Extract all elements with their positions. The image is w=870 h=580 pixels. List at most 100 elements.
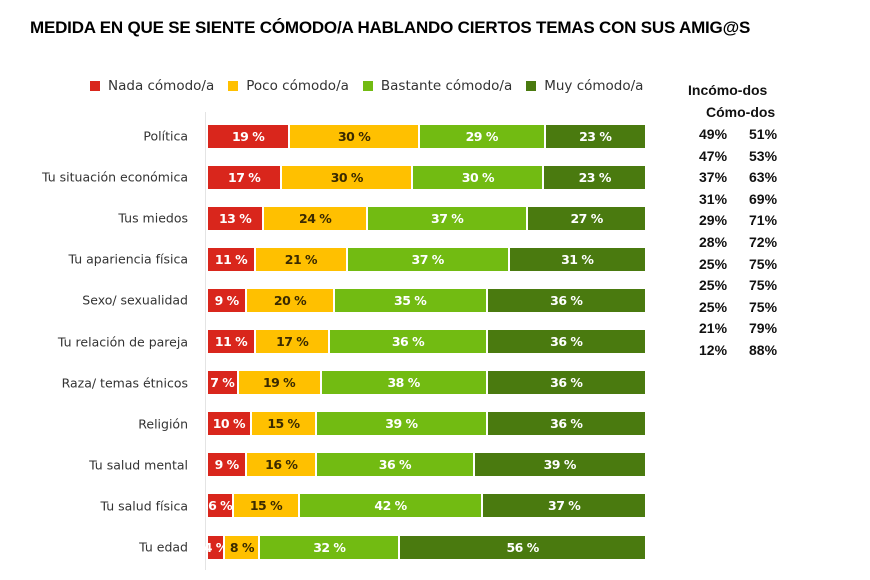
summary-comodos-value: 51% [749,126,778,142]
bar-segment-poco: 30 % [290,124,421,148]
legend: Nada cómodo/a Poco cómodo/a Bastante cóm… [90,78,657,94]
summary-row: 37% 63% [699,169,799,185]
summary-comodos-value: 75% [749,298,778,315]
summary-row: 25% 75% [699,256,799,272]
legend-swatch-poco [228,81,239,91]
bar-segment-poco: 15 % [234,494,300,518]
category-label: Tus miedos [118,210,188,226]
bar-segment-nada: 9 % [208,453,248,477]
bar-segment-poco: 8 % [225,535,261,559]
summary-incomodos-value: 47% [699,147,728,164]
summary-incomodos-value: 28% [699,234,728,250]
legend-label-poco: Poco cómodo/a [246,78,349,94]
bar-segment-muy: 27 % [528,206,645,230]
bar-row: 6 % 15 % 42 % 37 % [208,494,645,518]
summary-incomodos-value: 31% [699,190,728,207]
bar-segment-bastante: 36 % [317,453,475,477]
bar-row: 19 % 30 % 29 % 23 % [208,124,645,148]
category-label: Raza/ temas étnicos [61,375,188,391]
category-label: Tu situación económica [42,169,188,185]
summary-comodos-value: 79% [749,320,778,337]
bar-row: 11 % 17 % 36 % 36 % [208,330,645,353]
summary-row: 31% 69% [699,191,799,207]
bar-segment-bastante: 29 % [420,124,546,148]
summary-incomodos-value: 49% [699,126,728,142]
bar-segment-poco: 15 % [251,412,318,436]
bar-segment-nada: 4 % [204,535,228,559]
category-label: Tu relación de pareja [57,334,188,349]
bar-segment-muy: 31 % [509,247,645,271]
bar-segment-muy: 36 % [487,288,645,312]
category-label: Religión [138,416,188,432]
bar-segment-nada: 11 % [208,247,257,271]
bar-segment-nada: 17 % [208,165,283,189]
legend-item-muy: Muy cómodo/a [526,78,643,94]
summary-incomodos-value: 12% [699,342,728,358]
bar-segment-nada: 7 % [208,371,239,395]
legend-item-bastante: Bastante cómodo/a [362,78,513,94]
legend-label-nada: Nada cómodo/a [108,78,215,94]
legend-label-muy: Muy cómodo/a [544,78,644,94]
summary-incomodos-value: 37% [699,169,728,186]
bar-segment-bastante: 38 % [321,371,488,395]
summary-comodos-value: 88% [749,342,778,358]
bar-segment-muy: 39 % [474,453,645,477]
bar-row: 9 % 20 % 35 % 36 % [208,288,645,312]
summary-incomodos-value: 25% [699,255,728,272]
bar-segment-bastante: 37 % [368,206,529,230]
bar-row: 9 % 16 % 36 % 39 % [208,453,645,477]
bar-segment-poco: 16 % [247,453,318,477]
summary-row: 25% 75% [699,277,799,293]
summary-comodos-value: 71% [749,212,778,229]
bar-segment-bastante: 39 % [317,412,488,436]
bar-segment-bastante: 37 % [347,247,510,271]
legend-label-bastante: Bastante cómodo/a [380,78,513,94]
summary-incomodos-value: 25% [699,298,728,315]
category-label: Sexo/ sexualidad [82,292,188,308]
summary-comodos-value: 69% [749,190,778,207]
bar-row: 13 % 24 % 37 % 27 % [208,206,645,230]
bar-segment-poco: 21 % [256,247,348,271]
summary-row: 47% 53% [699,148,799,164]
y-axis-line [205,112,206,570]
summary-row: 49% 51% [699,126,799,142]
bar-row: 10 % 15 % 39 % 36 % [208,412,645,436]
summary-header-incomodos: Incómo-dos [688,82,768,98]
bar-segment-nada: 9 % [208,288,248,312]
bar-segment-poco: 19 % [238,371,322,395]
bar-segment-bastante: 32 % [260,535,401,559]
bar-segment-muy: 36 % [487,371,645,395]
bar-segment-nada: 13 % [208,206,265,230]
summary-incomodos-value: 21% [699,320,728,337]
legend-swatch-muy [526,81,537,91]
bar-segment-poco: 20 % [247,288,335,312]
summary-row: 21% 79% [699,320,799,336]
bar-segment-bastante: 35 % [334,288,488,312]
bar-segment-muy: 23 % [545,124,645,148]
category-label: Tu apariencia física [68,251,188,267]
summary-row: 12% 88% [699,342,799,358]
category-label: Tu edad [139,539,188,555]
bar-row: 17 % 30 % 30 % 23 % [208,165,645,189]
summary-incomodos-value: 29% [699,212,728,229]
summary-comodos-value: 53% [749,147,778,164]
bar-segment-poco: 30 % [282,165,414,189]
chart-title: MEDIDA EN QUE SE SIENTE CÓMODO/A HABLAND… [30,18,751,37]
legend-item-poco: Poco cómodo/a [228,78,349,94]
bar-row: 11 % 21 % 37 % 31 % [208,247,645,271]
bar-segment-muy: 36 % [487,412,645,436]
legend-swatch-nada [90,81,100,91]
bar-segment-bastante: 30 % [413,165,545,189]
bar-segment-bastante: 36 % [330,330,488,353]
bar-segment-muy: 37 % [483,494,645,518]
category-label: Tu salud mental [89,457,188,473]
summary-comodos-value: 63% [749,169,778,186]
summary-row: 29% 71% [699,212,799,228]
bar-segment-muy: 56 % [400,535,645,559]
summary-row: 25% 75% [699,299,799,315]
bar-row: 7 % 19 % 38 % 36 % [208,371,645,395]
bar-segment-nada: 19 % [208,124,291,148]
category-label: Política [143,128,188,144]
category-label: Tu salud física [100,498,189,514]
legend-swatch-bastante [362,81,373,91]
